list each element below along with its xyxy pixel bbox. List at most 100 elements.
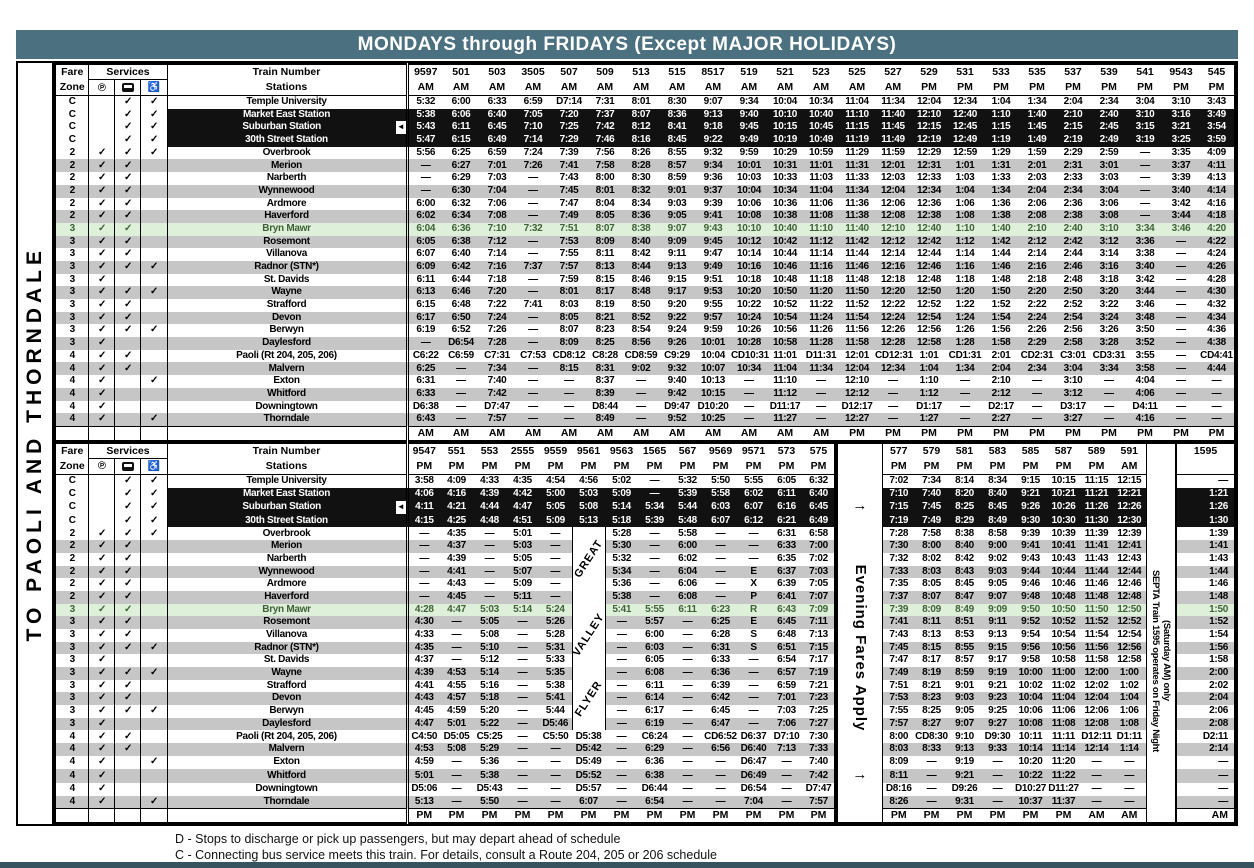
time-cell: 11:28 bbox=[803, 337, 839, 350]
bus-check: ✓ bbox=[114, 349, 142, 363]
time-cell bbox=[571, 717, 606, 731]
time-cell: 1:43 bbox=[1175, 552, 1235, 566]
time-cell bbox=[571, 578, 606, 591]
bus-check: ✓ bbox=[114, 210, 142, 223]
time-cell: 12:16 bbox=[875, 260, 911, 274]
time-cell: D1:11 bbox=[1113, 730, 1146, 744]
time-cell: 10:34 bbox=[803, 95, 839, 109]
time-cell: 6:52 bbox=[443, 324, 479, 338]
time-cell: 10:29 bbox=[767, 146, 803, 160]
wc-check: ✓ bbox=[140, 324, 168, 338]
station-name: St. Davids bbox=[167, 273, 409, 287]
time-cell: 10:00 bbox=[1014, 667, 1047, 680]
fare-zone: 4 bbox=[54, 783, 90, 796]
fare-zone: 3 bbox=[54, 311, 90, 325]
time-cell: 3:03 bbox=[1091, 172, 1127, 185]
time-cell: 6:40 bbox=[479, 108, 515, 122]
time-cell: 7:49 bbox=[551, 210, 587, 223]
time-cell: 6:13 bbox=[407, 286, 443, 299]
time-cell: 9:21 bbox=[948, 768, 981, 783]
time-cell: 4:45 bbox=[407, 705, 440, 718]
p-check: ✓ bbox=[88, 210, 116, 223]
wc-check: ✓ bbox=[140, 487, 168, 501]
time-cell: 4:13 bbox=[1199, 172, 1235, 185]
time-cell: 7:34 bbox=[915, 474, 948, 488]
time-cell: 6:33 bbox=[407, 387, 443, 401]
time-cell: 3:08 bbox=[1091, 210, 1127, 223]
time-cell: 8:05 bbox=[915, 578, 948, 591]
time-cell: 4:16 bbox=[440, 487, 473, 501]
time-cell: 6:15 bbox=[443, 134, 479, 147]
fare-zone: 4 bbox=[54, 755, 90, 769]
time-cell: 9:26 bbox=[659, 337, 695, 350]
time-cell: 12:00 bbox=[1080, 667, 1113, 680]
time-cell: 11:03 bbox=[803, 172, 839, 185]
time-cell: — bbox=[947, 413, 983, 427]
time-cell: 10:49 bbox=[803, 134, 839, 147]
meridiem: PM bbox=[915, 458, 948, 475]
time-cell: — bbox=[1113, 755, 1146, 769]
time-cell: 5:08 bbox=[572, 500, 605, 515]
station-name: Malvern bbox=[167, 362, 409, 376]
meridiem: PM bbox=[770, 458, 803, 475]
gap-column-cell bbox=[834, 692, 883, 706]
time-cell: 6:15 bbox=[407, 299, 443, 312]
train-number: 573 bbox=[770, 442, 803, 459]
time-cell: 2:04 bbox=[1175, 692, 1235, 706]
wc-check bbox=[140, 692, 168, 706]
note-column-cell bbox=[1145, 590, 1177, 604]
time-cell: 4:35 bbox=[407, 641, 440, 655]
footer-meridiem: PM bbox=[803, 808, 836, 824]
gap-column-cell bbox=[834, 474, 883, 488]
time-cell: 1:22 bbox=[947, 299, 983, 312]
time-cell: 12:38 bbox=[911, 210, 947, 223]
meridiem: PM bbox=[803, 458, 836, 475]
time-cell: 11:56 bbox=[1080, 641, 1113, 655]
train-number: 529 bbox=[911, 64, 947, 80]
time-cell: 11:40 bbox=[839, 222, 875, 236]
bus-check: ✓ bbox=[114, 299, 142, 312]
time-cell: D11:17 bbox=[767, 400, 803, 414]
time-cell: 4:30 bbox=[1199, 286, 1235, 299]
footer-meridiem: PM bbox=[506, 808, 539, 824]
time-cell: — bbox=[737, 667, 770, 680]
time-cell: 12:26 bbox=[875, 324, 911, 338]
time-cell: 7:45 bbox=[882, 641, 915, 655]
time-cell: 3:55 bbox=[1127, 349, 1163, 363]
wc-check: ✓ bbox=[140, 500, 168, 515]
time-cell: 5:18 bbox=[605, 514, 638, 528]
time-cell: 7:19 bbox=[882, 514, 915, 528]
time-cell: 2:42 bbox=[1055, 235, 1091, 249]
time-cell: 5:10 bbox=[473, 641, 506, 655]
time-cell: 4:33 bbox=[473, 474, 506, 488]
time-cell: 1:38 bbox=[983, 210, 1019, 223]
gap-column-cell bbox=[834, 603, 883, 617]
time-cell: 6:08 bbox=[671, 590, 704, 604]
time-cell: — bbox=[704, 795, 737, 809]
station-name: Temple University bbox=[167, 474, 409, 488]
time-cell: 10:34 bbox=[767, 184, 803, 198]
time-cell: 6:17 bbox=[407, 311, 443, 325]
fare-zone: 2 bbox=[54, 197, 90, 211]
time-cell: 9:30 bbox=[1014, 514, 1047, 528]
time-cell: 5:34 bbox=[605, 565, 638, 579]
station-name: Devon bbox=[167, 311, 409, 325]
meridiem: AM bbox=[407, 79, 443, 96]
footer-meridiem: AM bbox=[659, 425, 695, 441]
time-cell: 7:17 bbox=[803, 654, 836, 667]
time-cell: 11:06 bbox=[1047, 705, 1080, 718]
time-cell: S bbox=[737, 628, 770, 642]
train-number: 525 bbox=[839, 64, 875, 80]
time-cell: 9:34 bbox=[731, 95, 767, 109]
bus-check: ✓ bbox=[114, 184, 142, 198]
fare-zone: 3 bbox=[54, 337, 90, 350]
time-cell: 3:20 bbox=[1091, 286, 1127, 299]
time-cell: 6:59 bbox=[515, 95, 551, 109]
time-cell: 1:56 bbox=[1175, 641, 1235, 655]
p-check: ✓ bbox=[88, 730, 116, 744]
time-cell: 12:39 bbox=[1113, 527, 1146, 541]
time-cell: — bbox=[539, 755, 572, 769]
time-cell: 11:14 bbox=[1047, 743, 1080, 756]
wc-check bbox=[140, 235, 168, 249]
time-cell: 2:04 bbox=[1055, 95, 1091, 109]
